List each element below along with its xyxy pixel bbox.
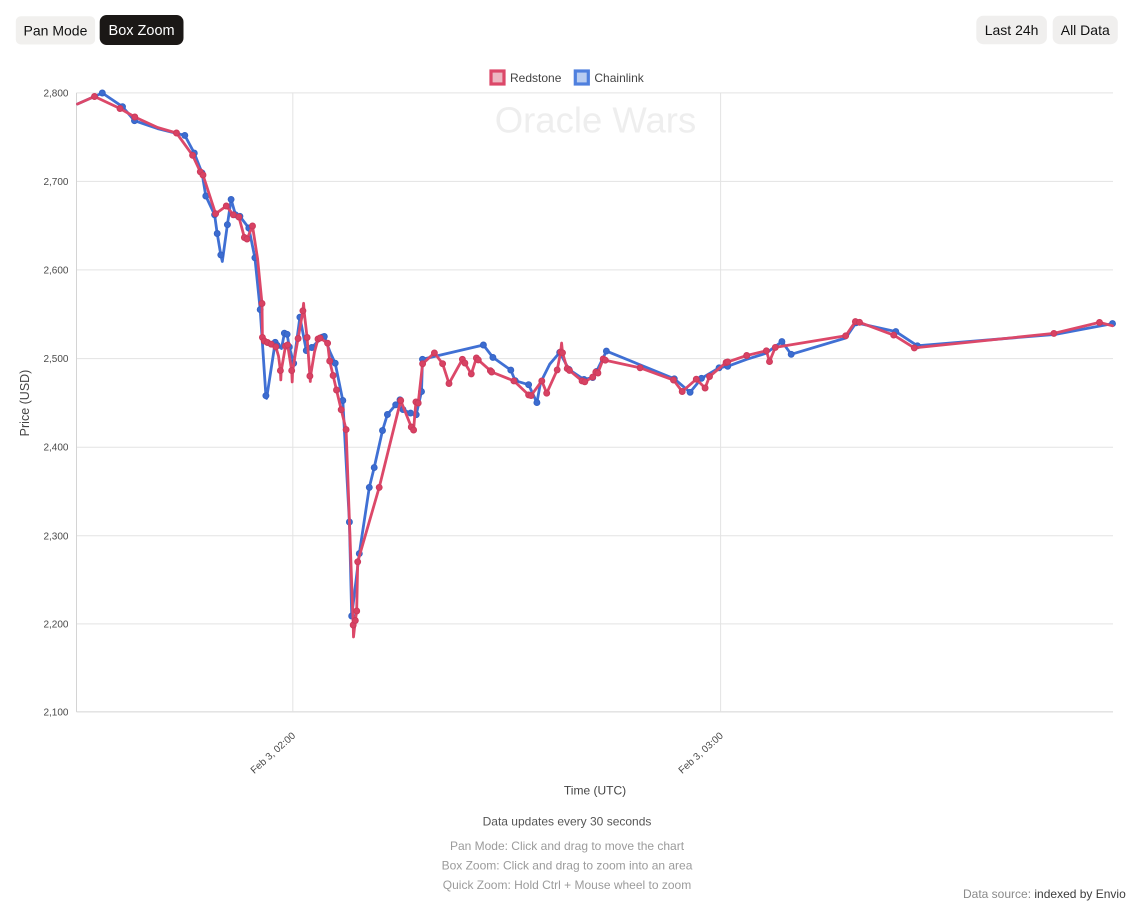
svg-text:2,100: 2,100	[43, 707, 68, 718]
svg-text:Last 24h: Last 24h	[985, 22, 1039, 38]
svg-text:Pan Mode: Click and drag to mo: Pan Mode: Click and drag to move the cha…	[450, 839, 685, 853]
svg-text:Box Zoom: Box Zoom	[109, 23, 175, 39]
svg-text:Data updates every 30 seconds: Data updates every 30 seconds	[483, 815, 652, 829]
svg-text:2,700: 2,700	[43, 177, 68, 188]
svg-text:Price (USD): Price (USD)	[18, 370, 32, 437]
svg-text:Chainlink: Chainlink	[594, 71, 644, 85]
svg-text:Redstone: Redstone	[510, 71, 562, 85]
svg-text:Oracle Wars: Oracle Wars	[495, 100, 696, 141]
svg-text:2,500: 2,500	[43, 354, 68, 365]
svg-text:Data source: indexed by Envio: Data source: indexed by Envio	[963, 887, 1126, 901]
svg-text:Box Zoom: Click and drag to zo: Box Zoom: Click and drag to zoom into an…	[442, 859, 693, 873]
svg-text:2,200: 2,200	[43, 619, 68, 630]
svg-text:Quick Zoom: Hold Ctrl + Mouse: Quick Zoom: Hold Ctrl + Mouse wheel to z…	[443, 878, 691, 892]
svg-text:2,300: 2,300	[43, 531, 68, 542]
svg-text:Time (UTC): Time (UTC)	[564, 784, 626, 798]
svg-text:2,800: 2,800	[43, 88, 68, 99]
svg-text:2,400: 2,400	[43, 443, 68, 454]
svg-text:2,600: 2,600	[43, 265, 68, 276]
svg-text:All Data: All Data	[1061, 22, 1110, 38]
svg-text:Pan Mode: Pan Mode	[24, 22, 88, 38]
